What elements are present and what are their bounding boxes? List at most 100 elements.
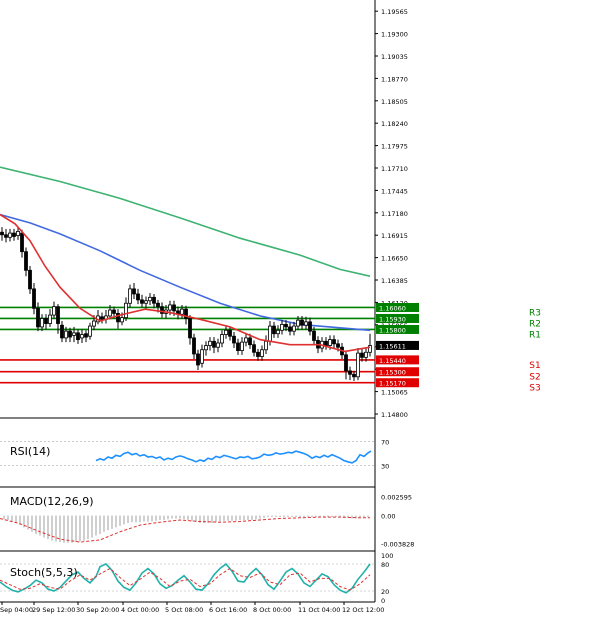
candle-body — [184, 308, 188, 319]
candle-body — [312, 330, 316, 341]
moving-average-slow — [0, 166, 371, 277]
candle — [284, 320, 288, 332]
candle-body — [356, 352, 360, 378]
candle-body — [152, 296, 156, 304]
candle — [108, 304, 112, 320]
candle-body — [28, 269, 32, 290]
candle-body — [200, 349, 204, 364]
candle — [292, 321, 296, 336]
candle-body — [112, 309, 116, 314]
candle-body — [148, 296, 152, 302]
candle-body — [360, 352, 364, 358]
candle — [32, 282, 36, 315]
candle-body — [220, 334, 224, 344]
candle-body — [180, 308, 184, 315]
candle — [188, 315, 192, 345]
candle — [344, 350, 348, 380]
current-price-tag: 1.15611 — [379, 342, 406, 350]
time-tick-label: 5 Oct 08:00 — [165, 606, 203, 614]
candle — [140, 294, 144, 308]
candle — [36, 302, 40, 332]
main-price-pane: 1.19565 1.19300 1.19035 1.18770 1.18505 1.182… — [0, 0, 541, 602]
price-tick-label: 1.16915 — [381, 232, 408, 240]
candle — [332, 335, 336, 349]
macd-pane: 0.002595 0.00 -0.003828 MACD(12,26,9) — [0, 494, 414, 552]
candle-body — [108, 309, 112, 317]
level-price-tag-bg — [376, 378, 419, 388]
candle — [68, 327, 72, 343]
price-tick-label: 1.17445 — [381, 187, 408, 195]
stoch-tick-label: 20 — [381, 588, 389, 596]
candle-body — [212, 340, 216, 348]
candle-body — [332, 339, 336, 345]
candle-body — [168, 304, 172, 311]
moving-average-fast — [0, 213, 371, 353]
candle-body — [196, 353, 200, 366]
candle — [16, 226, 20, 240]
macd-tick-label: 0.002595 — [381, 494, 412, 502]
candle-body — [12, 232, 16, 237]
time-tick-label: 4 Oct 00:00 — [121, 606, 159, 614]
candle — [44, 314, 48, 330]
price-tick-label: 1.17710 — [381, 165, 408, 173]
candle-body — [288, 326, 292, 332]
candle — [64, 326, 68, 343]
candle — [20, 229, 24, 258]
candle-body — [144, 300, 148, 304]
candle-body — [120, 317, 124, 323]
candle — [56, 304, 60, 334]
candle — [144, 296, 148, 309]
candle-body — [156, 302, 160, 308]
candle — [112, 306, 116, 318]
candle-body — [4, 234, 8, 238]
level-price-tag: 1.15170 — [379, 380, 406, 388]
candle-body — [32, 288, 36, 309]
candle — [192, 333, 196, 360]
price-tick-label: 1.17180 — [381, 210, 408, 218]
candle-body — [256, 351, 260, 357]
candle-body — [16, 231, 20, 237]
candle-body — [232, 335, 236, 344]
candle — [204, 341, 208, 356]
candle — [4, 228, 8, 243]
level-price-tag: 1.15930 — [379, 315, 406, 323]
candle-body — [160, 306, 164, 314]
candle — [0, 227, 4, 241]
stoch-tick-label: 80 — [381, 561, 389, 569]
level-price-tag: 1.15440 — [379, 357, 406, 365]
candle-body — [228, 329, 232, 337]
moving-average-mid — [0, 213, 371, 332]
candle — [180, 304, 184, 319]
stoch-tick-label: 100 — [381, 552, 393, 560]
candle — [28, 266, 32, 294]
candle-body — [172, 304, 176, 312]
candle-body — [236, 342, 240, 351]
candle — [116, 309, 120, 329]
candle — [132, 282, 136, 300]
candle — [308, 317, 312, 336]
candle — [104, 310, 108, 324]
macd-tick-label: 0.00 — [381, 513, 395, 521]
candle-body — [248, 337, 252, 346]
candle — [128, 284, 132, 308]
level-price-tag-bg — [376, 302, 419, 312]
candle-body — [0, 231, 4, 236]
candle — [124, 297, 128, 322]
candle — [176, 306, 180, 320]
candle-body — [192, 337, 196, 355]
candle — [148, 293, 152, 305]
level-name-r1: R1 — [529, 330, 541, 340]
candle — [348, 366, 352, 381]
candle — [220, 330, 224, 348]
time-tick-label: 30 Sep 20:00 — [76, 606, 119, 614]
candle — [244, 332, 248, 347]
level-price-tag-bg — [376, 367, 419, 377]
candle — [224, 325, 228, 339]
candle-body — [128, 288, 132, 304]
price-tick-label: 1.19565 — [381, 8, 408, 16]
candle-body — [216, 342, 220, 348]
candle-body — [52, 306, 56, 316]
candle — [300, 315, 304, 330]
candle — [280, 320, 284, 335]
candle-body — [244, 337, 248, 343]
